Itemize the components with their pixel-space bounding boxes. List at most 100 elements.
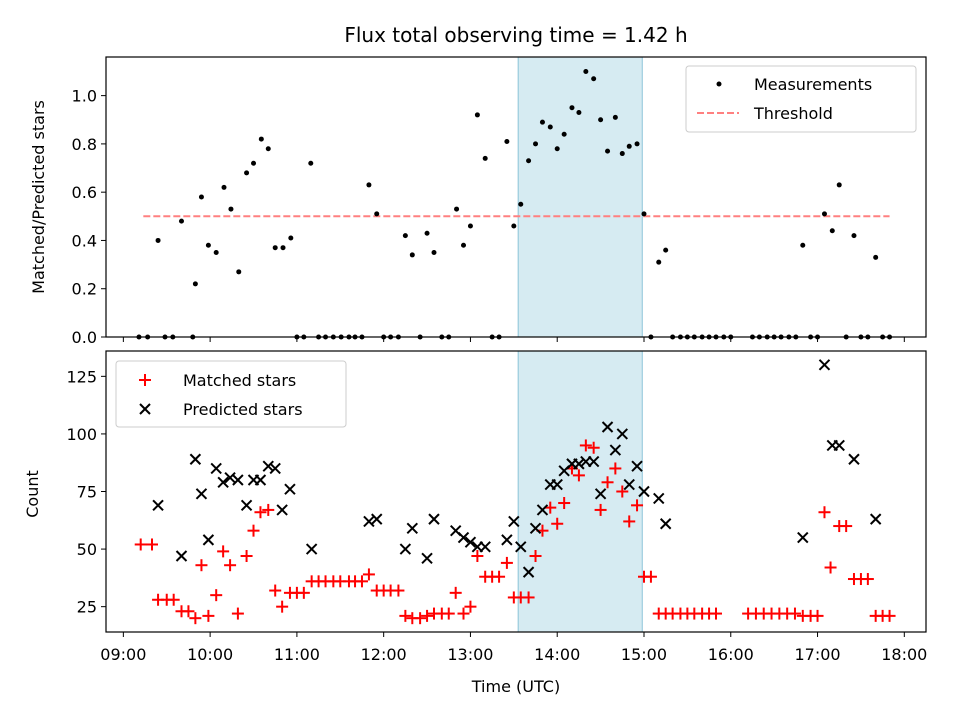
matched-point: [616, 485, 629, 498]
predicted-point-b: [797, 531, 809, 544]
predicted-point: [240, 499, 253, 512]
matched-point: [134, 538, 147, 551]
matched-point: [269, 584, 282, 597]
predicted-point: [217, 476, 229, 488]
bottom-y-tick-label: 75: [77, 483, 97, 502]
chart-marks: [101, 56, 927, 637]
predicted-point-b: [594, 488, 607, 500]
predicted-point-b: [284, 483, 296, 495]
predicted-point: [254, 474, 267, 486]
measurement-point: [533, 141, 539, 147]
matched-point: [362, 568, 375, 581]
matched-point: [579, 439, 592, 452]
predicted-point: [262, 460, 274, 472]
predicted-point-b: [818, 359, 831, 371]
predicted-point: [152, 499, 164, 512]
matched-point: [471, 549, 484, 562]
measurement-point: [547, 124, 553, 130]
matched-point: [355, 575, 368, 588]
measurement-point: [605, 148, 611, 154]
x-tick-label: 12:00: [361, 645, 407, 664]
matched-point: [710, 607, 723, 620]
predicted-point: [848, 453, 860, 465]
predicted-point: [305, 543, 318, 555]
predicted-point: [551, 478, 563, 491]
matched-point: [811, 609, 824, 622]
predicted-point: [501, 534, 513, 546]
predicted-point-b: [522, 566, 535, 578]
predicted-point-b: [501, 534, 513, 546]
matched-point: [623, 515, 636, 528]
matched-point: [883, 609, 896, 622]
matched-point: [414, 612, 427, 625]
predicted-point-b: [202, 534, 215, 546]
predicted-point-b: [224, 471, 236, 484]
predicted-point-b: [616, 428, 629, 440]
predicted-point: [464, 536, 477, 548]
legend-marker-predicted-stars: [139, 403, 151, 415]
legend-label-measurements: Measurements: [754, 75, 872, 94]
matched-point: [247, 524, 260, 537]
measurement-point: [402, 233, 408, 239]
predicted-point: [189, 453, 202, 465]
matched-point: [240, 549, 253, 562]
matched-point: [493, 570, 506, 583]
matched-point: [464, 600, 477, 613]
bottom-series-1: [152, 359, 882, 578]
predicted-point-b: [363, 515, 375, 528]
measurement-point: [366, 182, 372, 188]
predicted-point: [269, 462, 281, 475]
predicted-point-b: [195, 488, 208, 500]
predicted-point: [515, 541, 527, 553]
matched-point: [217, 545, 230, 558]
measurement-point: [374, 211, 380, 217]
measurement-point: [619, 151, 625, 157]
predicted-point-b: [457, 531, 470, 544]
matched-point: [210, 589, 223, 602]
predicted-point: [616, 428, 629, 440]
predicted-point-b: [631, 460, 643, 472]
predicted-point: [406, 522, 419, 535]
predicted-point-b: [276, 504, 288, 516]
bottom-legend-frame: [115, 360, 347, 428]
predicted-point-b: [421, 552, 433, 565]
measurement-point: [554, 146, 560, 152]
measurement-point: [155, 237, 161, 243]
predicted-point-b: [833, 439, 845, 452]
predicted-point: [175, 550, 188, 562]
measurement-point: [192, 281, 198, 287]
top-y-tick-label: 1.0: [72, 87, 97, 106]
measurement-point: [178, 218, 184, 224]
matched-point: [840, 520, 853, 533]
predicted-point: [529, 522, 542, 535]
matched-point: [558, 497, 571, 510]
measurement-point: [569, 105, 575, 111]
matched-point: [572, 469, 585, 482]
x-tick-label: 16:00: [708, 645, 754, 664]
matched-point: [644, 570, 657, 583]
top-panel: [101, 56, 927, 342]
predicted-point: [224, 471, 236, 484]
measurement-point: [228, 206, 234, 212]
matched-point: [824, 561, 837, 574]
matched-point: [818, 506, 831, 519]
matched-point: [202, 609, 215, 622]
predicted-point-b: [508, 515, 520, 528]
predicted-point: [653, 492, 665, 505]
matched-point: [254, 506, 267, 519]
matched-point: [224, 559, 237, 572]
matched-point: [195, 559, 208, 572]
predicted-point-b: [399, 543, 412, 555]
predicted-point-b: [609, 444, 622, 456]
measurement-point: [873, 254, 879, 260]
top-axes-frame: [105, 56, 927, 338]
top-y-tick-label: 0.4: [72, 231, 97, 250]
legend-label-threshold: Threshold: [753, 104, 833, 123]
measurement-point: [511, 223, 517, 229]
measurement-point: [280, 245, 286, 251]
measurement-point: [265, 146, 271, 152]
predicted-point-b: [371, 513, 383, 525]
measurement-point: [836, 182, 842, 188]
matched-point: [544, 501, 557, 514]
x-tick-label: 17:00: [794, 645, 840, 664]
